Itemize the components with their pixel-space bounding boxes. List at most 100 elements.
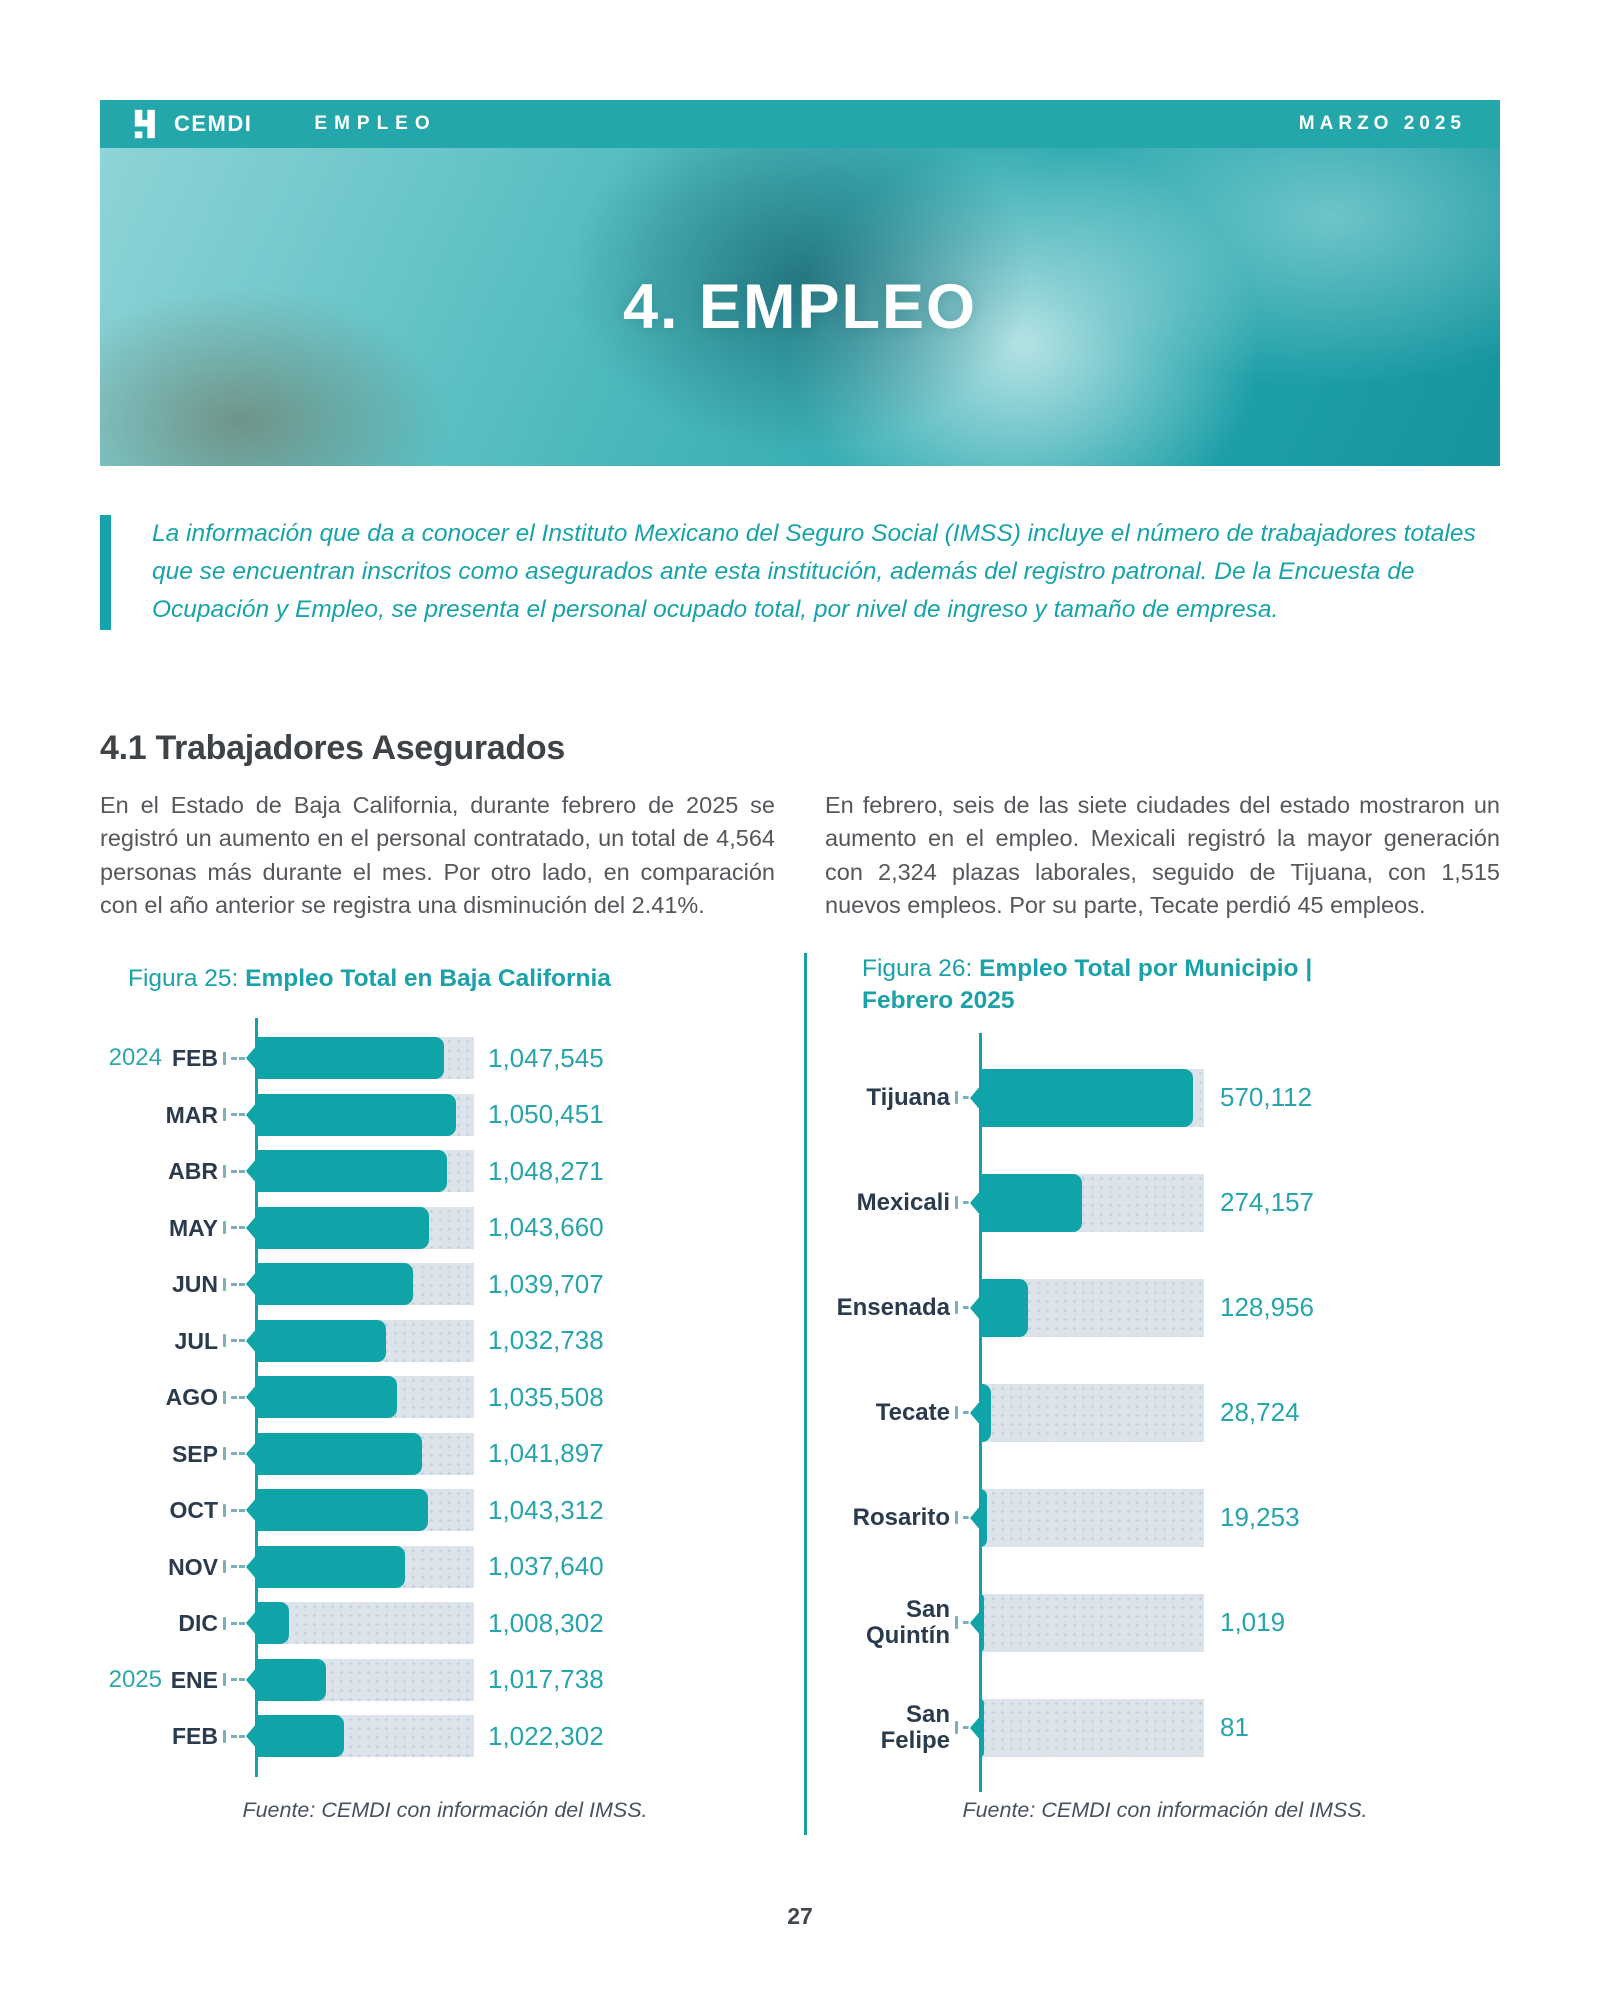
value-label: 570,112 bbox=[1220, 1082, 1313, 1112]
chart-rows: 2024 FEB 1,047,545 MAR 1,050,451 ABR 1,048,271… bbox=[100, 1018, 604, 1777]
bar-track bbox=[970, 1173, 1204, 1232]
connector-tick-icon bbox=[223, 1164, 226, 1178]
axis-line bbox=[255, 1018, 258, 1777]
figura-25-chart: 2024 FEB 1,047,545 MAR 1,050,451 ABR 1,048,271… bbox=[100, 1018, 604, 1777]
connector-tick-icon bbox=[223, 1503, 226, 1517]
bar-track bbox=[246, 1658, 474, 1701]
connector-tick-icon bbox=[223, 1390, 226, 1404]
bar bbox=[246, 1715, 345, 1758]
bar-track bbox=[246, 1037, 474, 1080]
header-issue-label: MARZO 2025 bbox=[1298, 113, 1466, 134]
connector-tick-icon bbox=[955, 1616, 958, 1629]
chart-row: FEB 1,022,302 bbox=[100, 1708, 604, 1765]
chart-row: Tecate 28,724 bbox=[830, 1360, 1314, 1465]
bar-arrow-icon bbox=[246, 1666, 257, 1693]
category-label: FEB bbox=[172, 1045, 218, 1072]
connector-tick-icon bbox=[223, 1334, 226, 1348]
bar bbox=[246, 1489, 428, 1532]
category-label: FEB bbox=[172, 1723, 218, 1750]
figura-25-source: Fuente: CEMDI con información del IMSS. bbox=[242, 1798, 648, 1822]
connector-dash-icon bbox=[231, 1113, 253, 1117]
value-label: 1,035,508 bbox=[488, 1381, 604, 1412]
chart-row: ABR 1,048,271 bbox=[100, 1143, 604, 1200]
connector-dash-icon bbox=[231, 1339, 253, 1343]
axis-line bbox=[979, 1033, 982, 1792]
chart-row: Mexicali 274,157 bbox=[830, 1150, 1314, 1255]
category-label: AGO bbox=[165, 1384, 218, 1411]
category-label: Tecate bbox=[875, 1398, 950, 1426]
bar-arrow-icon bbox=[970, 1399, 981, 1426]
hero-image: 4. EMPLEO bbox=[100, 148, 1500, 466]
bar-track bbox=[246, 1206, 474, 1249]
category-label: Mexicali bbox=[856, 1188, 950, 1216]
cemdi-logo-icon bbox=[134, 109, 155, 139]
connector-dash-icon bbox=[231, 1226, 253, 1230]
chart-row: MAR 1,050,451 bbox=[100, 1087, 604, 1144]
bar-arrow-icon bbox=[246, 1553, 257, 1580]
bar-arrow-icon bbox=[246, 1214, 257, 1241]
figure-divider bbox=[804, 953, 807, 1835]
category-label: SEP bbox=[171, 1440, 218, 1467]
connector-tick-icon bbox=[223, 1673, 226, 1687]
bar bbox=[970, 1173, 1083, 1232]
chart-row: OCT 1,043,312 bbox=[100, 1482, 604, 1539]
connector bbox=[218, 1277, 256, 1291]
bar bbox=[970, 1383, 991, 1442]
value-label: 19,253 bbox=[1220, 1502, 1300, 1532]
connector-tick-icon bbox=[955, 1511, 958, 1524]
category-label: ABR bbox=[168, 1158, 218, 1185]
category-label: JUL bbox=[174, 1327, 218, 1354]
bar bbox=[970, 1698, 984, 1757]
value-label: 1,017,738 bbox=[488, 1664, 604, 1695]
category-label: San Quintín bbox=[866, 1596, 950, 1649]
bar-track bbox=[246, 1489, 474, 1532]
chart-row: MAY 1,043,660 bbox=[100, 1200, 604, 1257]
bar-track bbox=[970, 1698, 1204, 1757]
connector-tick-icon bbox=[955, 1091, 958, 1104]
bar bbox=[970, 1068, 1193, 1127]
bar-track bbox=[246, 1319, 474, 1362]
chart-rows: Tijuana 570,112 Mexicali 274,157 Ensenada 128… bbox=[830, 1033, 1314, 1792]
category-label: JUN bbox=[171, 1271, 218, 1298]
bar-track bbox=[246, 1545, 474, 1588]
connector-dash-icon bbox=[231, 1621, 253, 1625]
bar bbox=[970, 1278, 1029, 1337]
bar bbox=[246, 1093, 456, 1136]
chart-row: DIC 1,008,302 bbox=[100, 1595, 604, 1652]
connector-dash-icon bbox=[231, 1734, 253, 1738]
body-paragraph-left: En el Estado de Baja California, durante… bbox=[100, 792, 775, 919]
bar bbox=[246, 1432, 423, 1475]
bar-track bbox=[246, 1093, 474, 1136]
bar bbox=[246, 1206, 430, 1249]
connector bbox=[218, 1108, 256, 1122]
value-label: 274,157 bbox=[1220, 1187, 1314, 1217]
figura-25-title: Figura 25: Empleo Total en Baja Californ… bbox=[128, 965, 790, 993]
bar-arrow-icon bbox=[246, 1440, 257, 1467]
value-label: 1,039,707 bbox=[488, 1268, 604, 1299]
connector-tick-icon bbox=[223, 1447, 226, 1461]
connector-tick-icon bbox=[955, 1301, 958, 1314]
bar-track bbox=[970, 1068, 1204, 1127]
bar-arrow-icon bbox=[246, 1497, 257, 1524]
year-label: 2024 bbox=[108, 1044, 162, 1072]
connector-tick-icon bbox=[223, 1221, 226, 1235]
bar-track bbox=[246, 1715, 474, 1758]
value-label: 1,047,545 bbox=[488, 1042, 604, 1073]
body-columns: En el Estado de Baja California, durante… bbox=[100, 789, 1500, 922]
chart-row: Rosarito 19,253 bbox=[830, 1465, 1314, 1570]
bar bbox=[970, 1488, 988, 1547]
chapter-title: 4. EMPLEO bbox=[622, 272, 978, 342]
bar-arrow-icon bbox=[246, 1723, 257, 1750]
value-label: 1,041,897 bbox=[488, 1438, 604, 1469]
connector bbox=[218, 1447, 256, 1461]
header-section-label: EMPLEO bbox=[314, 113, 437, 134]
bar-arrow-icon bbox=[246, 1101, 257, 1128]
year-label: 2025 bbox=[108, 1665, 162, 1693]
connector-tick-icon bbox=[955, 1406, 958, 1419]
bar-arrow-icon bbox=[246, 1327, 257, 1354]
chart-row: JUN 1,039,707 bbox=[100, 1256, 604, 1313]
figura-25-title-bold: Empleo Total en Baja California bbox=[245, 965, 611, 992]
connector bbox=[218, 1560, 256, 1574]
bar-arrow-icon bbox=[970, 1189, 981, 1216]
